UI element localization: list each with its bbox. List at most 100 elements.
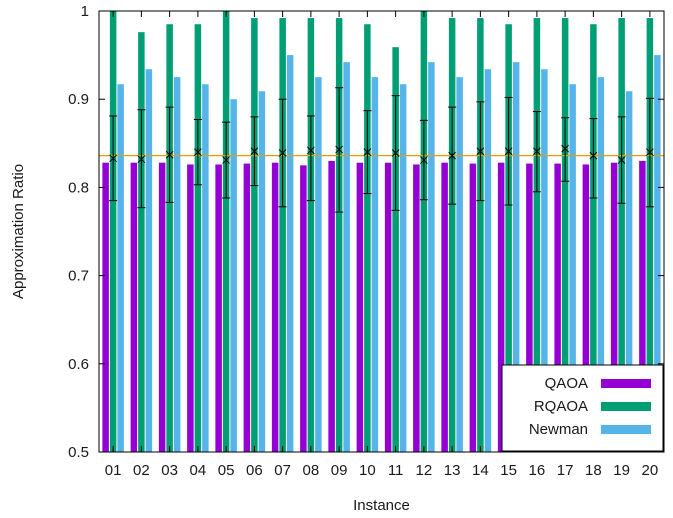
errorbar-20 <box>645 97 654 208</box>
bar-newman-08 <box>315 77 322 453</box>
errorbar-10 <box>363 110 372 195</box>
bar-qaoa-15 <box>497 162 505 452</box>
y-tick-label: 0.6 <box>68 356 89 373</box>
x-tick-label: 19 <box>613 462 630 479</box>
errorbar-center-marker <box>448 151 456 160</box>
bar-newman-10 <box>371 77 379 453</box>
legend-swatch-rqaoa <box>601 402 651 411</box>
errorbar-center-marker <box>561 144 569 153</box>
errorbar-center-marker <box>617 156 626 164</box>
errorbar-03 <box>165 106 174 203</box>
bar-qaoa-10 <box>356 162 364 452</box>
y-tick-label: 0.5 <box>68 444 89 461</box>
bar-newman-06 <box>258 91 266 452</box>
bar-newman-13 <box>456 77 463 453</box>
x-tick-label: 09 <box>331 462 348 479</box>
bar-rqaoa-20 <box>646 18 654 453</box>
bar-rqaoa-04 <box>194 24 202 452</box>
bar-qaoa-18 <box>582 164 590 452</box>
bar-rqaoa-07 <box>279 18 286 453</box>
legend-label-newman: Newman <box>529 421 588 438</box>
errorbar-14 <box>476 101 485 202</box>
errorbar-19 <box>617 116 626 204</box>
bar-qaoa-01 <box>102 162 109 452</box>
errorbar-07 <box>278 98 287 208</box>
bars-layer <box>102 11 661 453</box>
bar-qaoa-08 <box>300 165 307 452</box>
y-tick-label: 0.9 <box>68 91 89 108</box>
bar-qaoa-20 <box>639 160 646 452</box>
bar-qaoa-02 <box>130 162 138 452</box>
bar-newman-12 <box>428 62 435 452</box>
errorbar-13 <box>448 106 457 205</box>
bar-rqaoa-17 <box>561 18 569 453</box>
bar-rqaoa-18 <box>590 24 597 452</box>
bar-rqaoa-10 <box>364 24 371 452</box>
x-tick-label: 12 <box>416 462 433 479</box>
bar-newman-18 <box>597 77 605 453</box>
bar-newman-15 <box>512 62 520 452</box>
bar-newman-20 <box>654 55 661 452</box>
errorbar-05 <box>222 121 231 199</box>
x-tick-label: 20 <box>642 462 659 479</box>
bar-qaoa-07 <box>271 162 279 452</box>
x-tick-label: 01 <box>105 462 122 479</box>
errorbar-02 <box>137 109 146 209</box>
bar-newman-11 <box>399 84 407 453</box>
bar-qaoa-13 <box>441 162 448 452</box>
bar-newman-03 <box>173 77 181 453</box>
legend-swatch-newman <box>601 425 651 434</box>
errorbar-center-marker <box>533 147 541 156</box>
errorbar-center-marker <box>335 145 343 154</box>
x-tick-label: 17 <box>557 462 574 479</box>
errorbar-center-marker <box>137 155 146 164</box>
errorbar-center-marker <box>589 151 598 160</box>
x-axis: 01 02 03 04 05 06 07 08 09 10 11 12 13 14 15 16 17 18 19 20 <box>105 11 658 479</box>
y-axis: 0.5 0.6 0.7 0.8 0.9 1 <box>68 3 664 461</box>
bar-newman-09 <box>343 62 350 452</box>
errorbar-09 <box>335 87 344 213</box>
legend-label-rqaoa: RQAOA <box>534 398 588 415</box>
bar-rqaoa-01 <box>109 11 117 452</box>
errorbar-04 <box>193 118 202 186</box>
errorbar-center-marker <box>476 147 485 156</box>
errorbar-center-marker <box>420 156 428 164</box>
bar-rqaoa-08 <box>307 18 315 453</box>
legend-swatch-qaoa <box>601 379 651 388</box>
bar-qaoa-14 <box>469 163 477 452</box>
errorbar-01 <box>109 115 118 202</box>
bar-newman-01 <box>117 84 124 453</box>
bar-rqaoa-05 <box>222 11 230 452</box>
legend: QAOA RQAOA Newman <box>501 364 664 452</box>
errorbar-12 <box>419 119 428 201</box>
errorbar-center-marker <box>646 148 654 156</box>
legend-label-qaoa: QAOA <box>545 375 588 392</box>
errorbar-center-marker <box>307 146 315 155</box>
errorbar-center-marker <box>504 147 513 156</box>
y-tick-label: 0.8 <box>68 179 89 196</box>
bar-qaoa-09 <box>328 160 335 452</box>
errorbar-18 <box>589 118 598 199</box>
bar-newman-04 <box>202 84 209 453</box>
x-tick-label: 04 <box>190 462 207 479</box>
bar-rqaoa-02 <box>138 32 145 453</box>
errorbar-center-marker <box>391 149 400 157</box>
bar-qaoa-06 <box>243 163 251 452</box>
errorbar-center-marker <box>278 149 287 157</box>
x-tick-label: 06 <box>246 462 263 479</box>
errorbar-17 <box>561 117 570 182</box>
errorbar-06 <box>250 116 259 187</box>
bar-qaoa-05 <box>215 164 222 452</box>
bar-newman-07 <box>286 55 294 452</box>
bar-rqaoa-19 <box>618 18 625 453</box>
bar-rqaoa-03 <box>166 24 173 452</box>
bar-rqaoa-16 <box>533 18 541 453</box>
x-tick-label: 10 <box>359 462 376 479</box>
x-tick-label: 16 <box>529 462 546 479</box>
errorbar-center-marker <box>165 150 174 159</box>
errorbar-center-marker <box>194 148 202 156</box>
bar-rqaoa-09 <box>335 18 343 453</box>
bar-newman-05 <box>230 99 237 452</box>
bar-rqaoa-14 <box>477 18 484 453</box>
